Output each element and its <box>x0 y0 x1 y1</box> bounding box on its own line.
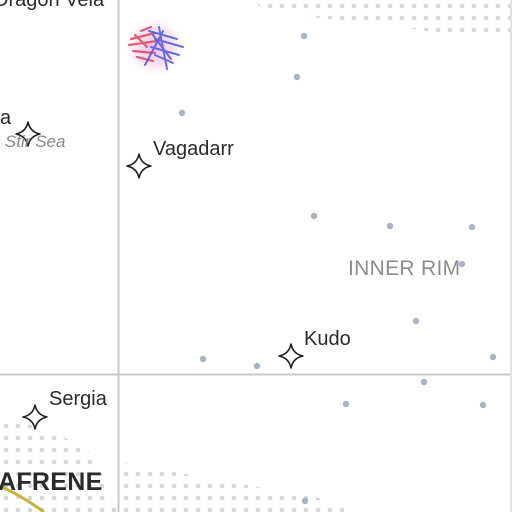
dot-icon[interactable] <box>458 260 466 268</box>
system-label-left-edge[interactable]: a <box>0 107 12 129</box>
system-label-sergia[interactable]: Sergia <box>49 388 107 410</box>
four-point-star-icon[interactable] <box>278 343 304 369</box>
dot-icon[interactable] <box>420 378 428 386</box>
four-point-star-icon[interactable] <box>126 153 152 179</box>
hyperlane[interactable] <box>0 484 45 512</box>
system-label-vagadarr[interactable]: Vagadarr <box>153 138 234 160</box>
dotted-region-bottom-center <box>118 462 345 512</box>
minor-systems <box>178 32 497 505</box>
dotted-region-top-right <box>252 0 512 37</box>
top-cut-label: Dragon Vela <box>0 0 105 11</box>
dot-icon[interactable] <box>310 212 318 220</box>
four-point-star-icon[interactable] <box>15 121 41 147</box>
dot-icon[interactable] <box>342 400 350 408</box>
dot-icon[interactable] <box>489 353 497 361</box>
sector-label: INNER RIM <box>348 257 461 280</box>
dot-icon[interactable] <box>468 223 476 231</box>
dot-icon[interactable] <box>479 401 487 409</box>
nebula-label: Stir Sea <box>5 132 66 151</box>
dot-icon[interactable] <box>412 317 420 325</box>
dot-icon[interactable] <box>301 497 309 505</box>
four-point-star-icon[interactable] <box>22 404 48 430</box>
system-label-kudo[interactable]: Kudo <box>304 328 351 350</box>
region-label: AFRENE <box>0 468 103 496</box>
dotted-region-bottom-left <box>0 420 118 512</box>
dot-icon[interactable] <box>300 32 308 40</box>
dot-icon[interactable] <box>293 73 301 81</box>
nebula-icon[interactable] <box>123 15 187 79</box>
dot-icon[interactable] <box>199 355 207 363</box>
dot-icon[interactable] <box>253 362 261 370</box>
dot-icon[interactable] <box>178 109 186 117</box>
dot-icon[interactable] <box>386 222 394 230</box>
